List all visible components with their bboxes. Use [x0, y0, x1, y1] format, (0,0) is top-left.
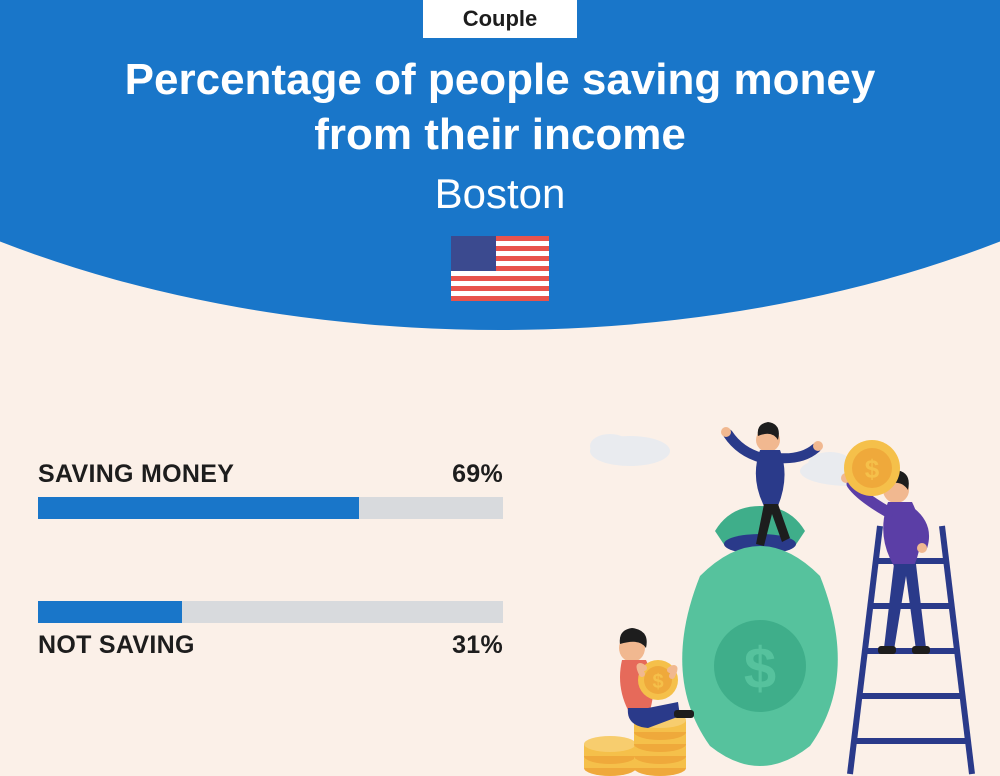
city-name: Boston	[0, 170, 1000, 218]
person-sitting-icon: $	[619, 628, 694, 728]
page-title: Percentage of people saving money from t…	[90, 52, 910, 162]
bar-label: SAVING MONEY	[38, 460, 234, 489]
bar-head-not-saving: NOT SAVING 31%	[38, 631, 503, 660]
bars-chart: SAVING MONEY 69% NOT SAVING 31%	[38, 460, 503, 742]
bar-track	[38, 601, 503, 623]
bar-fill	[38, 497, 359, 519]
header: Couple Percentage of people saving money…	[0, 0, 1000, 301]
bar-track	[38, 497, 503, 519]
savings-illustration: $ $	[550, 416, 980, 776]
category-tag: Couple	[423, 0, 578, 38]
coin-large-icon: $	[844, 440, 900, 496]
bar-value: 69%	[452, 460, 503, 489]
bar-not-saving: NOT SAVING 31%	[38, 601, 503, 660]
flag-canton	[451, 236, 496, 271]
svg-text:$: $	[652, 671, 663, 693]
us-flag-icon	[451, 236, 549, 301]
bar-head-saving: SAVING MONEY 69%	[38, 460, 503, 489]
bar-label: NOT SAVING	[38, 631, 195, 660]
svg-text:$: $	[865, 454, 880, 484]
bar-fill	[38, 601, 182, 623]
bar-saving: SAVING MONEY 69%	[38, 460, 503, 519]
dollar-icon: $	[744, 636, 776, 701]
bar-value: 31%	[452, 631, 503, 660]
